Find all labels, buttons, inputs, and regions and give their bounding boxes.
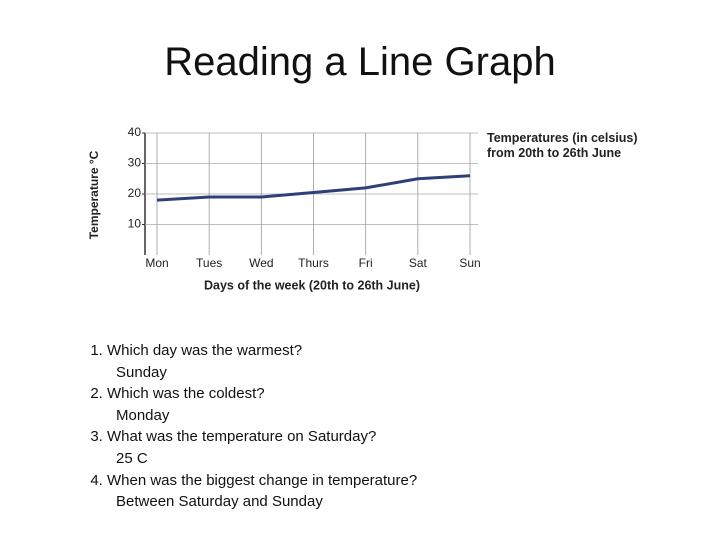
question: When was the biggest change in temperatu… [107,471,418,489]
question: What was the temperature on Saturday? [107,428,377,446]
question-item: Which day was the warmest? Sunday [107,340,417,383]
slide-title: Reading a Line Graph [164,40,556,84]
x-tick-label: Thurs [298,256,329,270]
y-tick-label: 10 [128,217,142,231]
question-item: What was the temperature on Saturday? 25 … [107,426,417,469]
x-tick-label: Wed [249,256,273,270]
answer: Between Saturday and Sunday [116,493,323,511]
y-tick-label: 20 [128,186,142,200]
question: Which was the coldest? [107,385,265,403]
question-item: When was the biggest change in temperatu… [107,470,417,513]
x-tick-label: Sun [459,256,480,270]
x-tick-label: Sat [409,256,428,270]
x-tick-label: Mon [145,256,168,270]
answer: Monday [116,406,170,424]
question-item: Which was the coldest? Monday [107,383,417,426]
x-tick-label: Tues [196,256,222,270]
question: Which day was the warmest? [107,342,303,359]
answer: 25 C [116,449,148,467]
y-tick-label: 30 [128,156,142,170]
chart-title: Temperatures (in celsius) from 20th to 2… [487,131,638,160]
question-list: Which day was the warmest? Sunday Which wa… [78,340,417,513]
y-axis-label: Temperature °C [87,150,101,239]
answer: Sunday [116,363,167,381]
data-line [156,174,471,202]
x-tick-label: Fri [359,256,373,270]
y-tick-label: 40 [128,125,142,139]
x-axis-label: Days of the week (20th to 26th June) [204,278,420,292]
